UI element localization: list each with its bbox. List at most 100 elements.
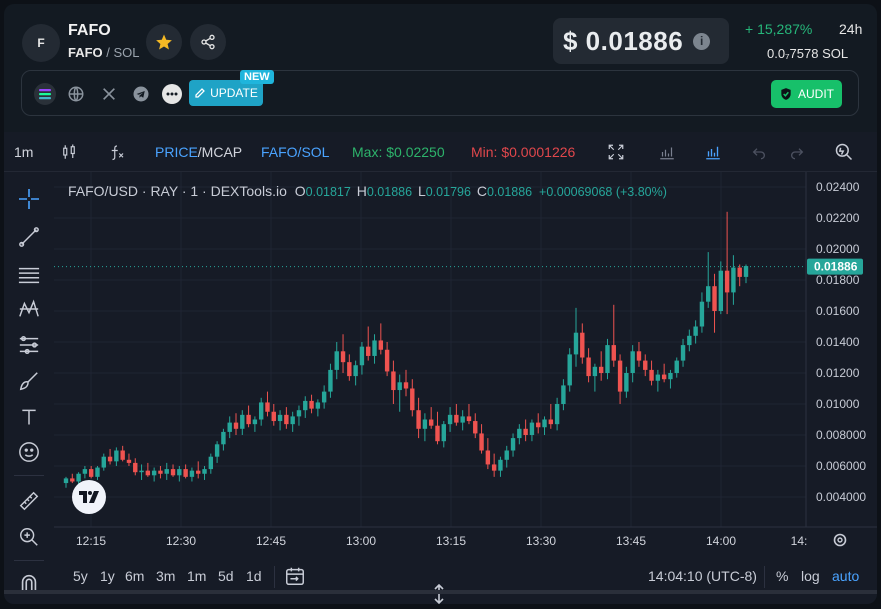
candle — [498, 456, 503, 477]
drawing-tools — [4, 172, 54, 604]
candle — [233, 413, 239, 435]
candle — [655, 369, 661, 392]
favorite-button[interactable] — [146, 24, 182, 60]
candle — [189, 467, 195, 482]
horizontal-lines-icon[interactable] — [16, 262, 42, 288]
undo-icon[interactable] — [748, 141, 770, 163]
candle — [107, 448, 113, 465]
candle — [561, 379, 566, 411]
y-tick-label: 0.01200 — [816, 366, 860, 380]
range-1m[interactable]: 1m — [187, 568, 207, 584]
candle — [246, 405, 251, 428]
percent-toggle[interactable]: % — [776, 568, 789, 584]
candle — [252, 416, 258, 432]
candle — [177, 466, 182, 482]
emoji-icon[interactable] — [16, 439, 42, 465]
token-panel: F FAFO FAFO / SOL $ 0.01886 i + 15,287% … — [4, 4, 877, 604]
candle — [699, 292, 705, 333]
interval-selector[interactable]: 1m — [14, 144, 34, 160]
auto-toggle[interactable]: auto — [832, 568, 860, 584]
telegram-icon[interactable] — [130, 83, 152, 105]
resize-icon — [434, 583, 444, 604]
range-3m[interactable]: 3m — [156, 568, 176, 584]
redo-icon[interactable] — [786, 141, 808, 163]
edit-icon — [195, 88, 205, 98]
candle — [737, 264, 742, 287]
trend-line-icon[interactable] — [16, 224, 42, 250]
tradingview-logo[interactable] — [72, 480, 106, 514]
range-6m[interactable]: 6m — [125, 568, 145, 584]
zoom-icon[interactable] — [16, 524, 42, 550]
resize-handle[interactable] — [432, 583, 446, 604]
chart-area: 1m PRICE/MCAP FAFO/SOL Max: $0.02250 Min… — [4, 132, 877, 604]
date-range-icon[interactable] — [284, 565, 306, 590]
trades-chart-icon[interactable] — [656, 141, 678, 163]
y-tick-label: 0.006000 — [816, 459, 866, 473]
candle — [284, 407, 289, 429]
fullscreen-icon[interactable] — [605, 141, 627, 163]
range-1y[interactable]: 1y — [100, 568, 115, 584]
price-change: + 15,287% — [745, 21, 813, 37]
candle — [170, 464, 176, 477]
candle — [296, 405, 302, 426]
candle — [712, 273, 717, 333]
brush-icon[interactable] — [16, 368, 42, 394]
website-icon[interactable] — [65, 83, 87, 105]
ruler-icon[interactable] — [16, 488, 42, 514]
candle — [542, 416, 547, 435]
log-toggle[interactable]: log — [801, 568, 820, 584]
candle — [466, 404, 472, 425]
candle — [510, 433, 516, 457]
y-tick-label: 0.01400 — [816, 335, 860, 349]
range-1d[interactable]: 1d — [246, 568, 262, 584]
share-button[interactable] — [190, 24, 226, 60]
candle — [485, 438, 491, 470]
y-tick-label: 0.008000 — [816, 428, 866, 442]
info-icon[interactable]: i — [693, 32, 711, 50]
candle — [718, 261, 724, 315]
clock[interactable]: 14:04:10 (UTC-8) — [648, 568, 757, 584]
legend-c-label: C — [476, 183, 487, 199]
pattern-icon[interactable] — [16, 296, 42, 322]
candle — [422, 413, 428, 442]
fib-icon[interactable] — [16, 332, 42, 358]
candle — [630, 345, 635, 383]
y-tick-label: 0.01800 — [816, 273, 860, 287]
volume-chart-icon[interactable] — [702, 141, 724, 163]
magnet-icon[interactable] — [16, 570, 42, 596]
candle — [214, 441, 220, 463]
update-button[interactable]: UPDATE — [189, 80, 263, 106]
candle — [240, 410, 245, 435]
candle — [309, 394, 314, 414]
chart-bottom-bar: 5y 1y 6m 3m 1m 5d 1d 14:04:10 (UTC-8) % … — [4, 552, 877, 604]
candle — [649, 360, 654, 386]
candle — [605, 338, 610, 380]
candle — [290, 411, 295, 432]
legend-open: 0.01817 — [305, 185, 351, 199]
candle — [643, 354, 648, 377]
y-tick-label: 0.01000 — [816, 397, 860, 411]
indicators-icon[interactable] — [106, 141, 128, 163]
crosshair-icon[interactable] — [16, 186, 42, 212]
candle — [353, 360, 358, 386]
token-pair: FAFO / SOL — [68, 45, 140, 60]
candle — [384, 342, 390, 377]
candle — [340, 334, 346, 373]
analyze-icon[interactable] — [833, 141, 855, 163]
range-5d[interactable]: 5d — [218, 568, 234, 584]
solana-icon[interactable] — [34, 83, 56, 105]
links-bar: UPDATE NEW AUDIT — [21, 70, 859, 116]
more-links-icon[interactable] — [161, 83, 183, 105]
legend-close: 0.01886 — [486, 185, 533, 199]
audit-button[interactable]: AUDIT — [771, 80, 842, 108]
pair-toggle[interactable]: FAFO/SOL — [261, 144, 330, 160]
range-5y[interactable]: 5y — [73, 568, 88, 584]
share-icon — [201, 34, 215, 50]
candles-icon[interactable] — [58, 141, 80, 163]
x-twitter-icon[interactable] — [98, 83, 120, 105]
candle — [479, 424, 484, 454]
text-tool-icon[interactable] — [16, 404, 42, 430]
update-label: UPDATE — [210, 86, 258, 100]
price-mcap-toggle[interactable]: PRICE/MCAP — [155, 144, 242, 160]
candlestick-chart[interactable]: 0.02400 0.02200 0.02000 0.01800 0.01600 0.014… — [54, 172, 877, 552]
